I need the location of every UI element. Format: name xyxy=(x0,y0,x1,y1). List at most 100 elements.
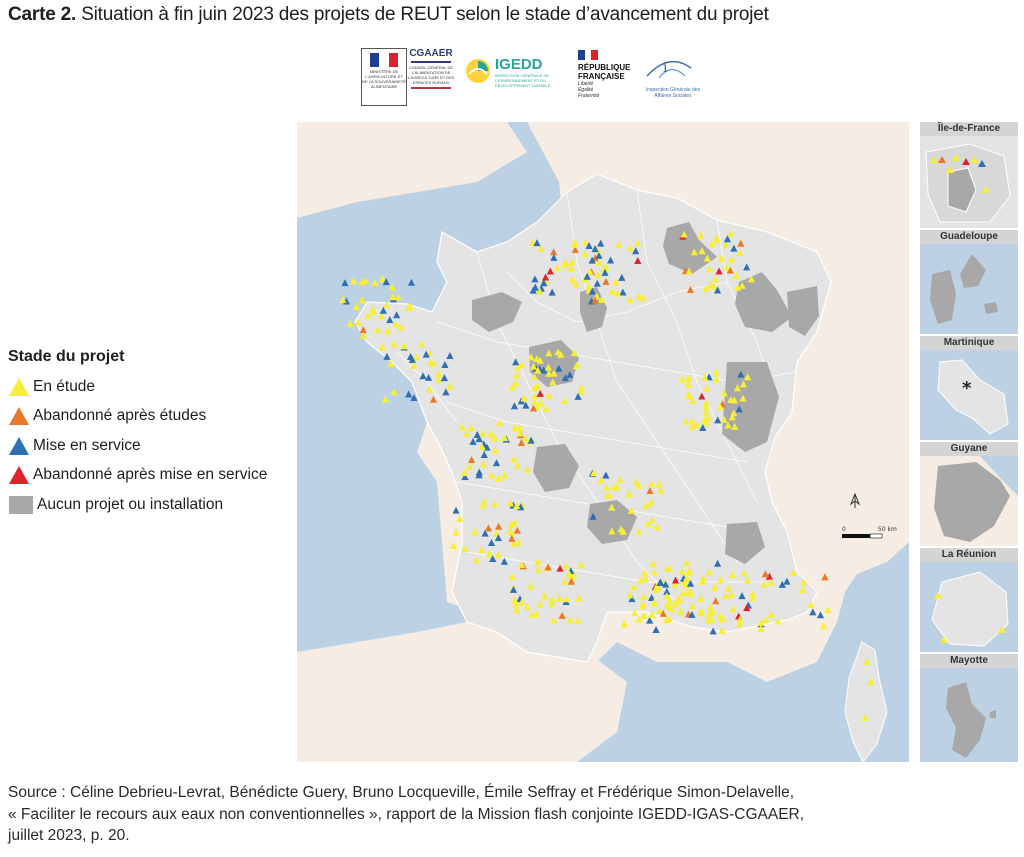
project-marker xyxy=(591,296,599,304)
project-marker xyxy=(613,483,621,491)
project-marker xyxy=(628,595,636,603)
project-marker xyxy=(577,383,586,391)
legend-label: Abandonné après études xyxy=(33,407,207,425)
project-marker xyxy=(536,389,544,397)
project-marker xyxy=(686,579,695,587)
project-marker xyxy=(542,405,550,413)
project-marker xyxy=(382,278,390,286)
project-marker xyxy=(441,360,449,368)
project-marker xyxy=(513,526,521,534)
project-marker xyxy=(630,609,639,617)
project-marker xyxy=(809,608,817,616)
project-marker xyxy=(406,302,414,310)
project-marker xyxy=(501,471,509,479)
project-marker xyxy=(602,471,610,479)
legend-item-aucun-projet: Aucun projet ou installation xyxy=(8,490,298,520)
project-marker xyxy=(422,350,430,358)
yellow-triangle-icon xyxy=(9,377,29,396)
project-marker xyxy=(500,557,508,565)
project-marker xyxy=(484,524,493,532)
project-marker xyxy=(534,366,542,374)
project-marker xyxy=(724,421,732,429)
project-marker xyxy=(650,568,658,576)
inset-la-reunion: La Réunion xyxy=(920,548,1018,652)
project-marker xyxy=(634,238,642,246)
project-marker xyxy=(389,293,397,301)
project-marker xyxy=(648,594,656,602)
map-markers xyxy=(339,229,875,721)
project-marker xyxy=(706,265,714,273)
project-marker xyxy=(510,455,518,463)
project-marker xyxy=(642,502,650,510)
project-marker xyxy=(605,491,613,499)
project-marker xyxy=(760,580,768,588)
grey-department xyxy=(787,286,819,336)
partner-logos: MINISTÈRE DE L'AGRICULTURE ET DE LA SOUV… xyxy=(355,46,715,108)
scale-bar: 0 50 km xyxy=(842,526,897,539)
project-marker xyxy=(410,361,418,369)
project-marker xyxy=(762,615,770,623)
grey-square-icon xyxy=(9,495,33,514)
project-marker xyxy=(656,578,664,586)
project-marker xyxy=(657,486,665,494)
project-marker xyxy=(718,254,726,262)
project-marker xyxy=(495,474,503,482)
orange-triangle-icon xyxy=(9,407,29,426)
project-marker xyxy=(494,550,502,558)
spain-coast xyxy=(297,622,627,762)
project-marker xyxy=(507,521,515,529)
project-marker xyxy=(783,577,791,585)
project-marker xyxy=(800,578,808,586)
scale-zero: 0 xyxy=(842,526,846,533)
title-lead: Carte 2. xyxy=(8,4,77,25)
project-marker xyxy=(541,273,550,281)
project-marker xyxy=(577,387,586,395)
project-marker xyxy=(377,312,386,320)
project-marker xyxy=(635,615,643,623)
project-marker xyxy=(747,275,756,283)
project-marker xyxy=(824,606,832,614)
project-marker xyxy=(703,384,711,392)
project-marker xyxy=(697,594,705,602)
grey-department xyxy=(472,292,522,332)
project-marker xyxy=(713,286,722,294)
project-marker xyxy=(861,714,869,721)
grey-department xyxy=(725,522,765,564)
project-marker xyxy=(477,546,486,554)
project-marker xyxy=(728,570,736,578)
inset-guadeloupe: Guadeloupe xyxy=(920,230,1018,334)
project-marker xyxy=(757,619,765,627)
project-marker xyxy=(489,554,497,562)
project-marker xyxy=(757,624,765,632)
project-marker xyxy=(705,373,713,381)
project-marker xyxy=(583,272,591,280)
project-marker xyxy=(510,539,518,547)
project-marker xyxy=(684,381,692,389)
project-marker xyxy=(821,573,829,581)
cgaaer-subtitle: CONSEIL GÉNÉRAL DE L'ALIMENTATION DE L'A… xyxy=(407,65,455,85)
project-marker xyxy=(697,607,706,615)
project-marker xyxy=(449,541,457,549)
project-marker xyxy=(393,311,401,319)
project-marker xyxy=(635,527,643,535)
marianne-flag-icon xyxy=(578,50,599,60)
legend-label: Aucun projet ou installation xyxy=(37,495,224,513)
project-marker xyxy=(617,525,625,533)
project-marker xyxy=(379,306,387,314)
project-marker xyxy=(721,240,730,248)
project-marker xyxy=(512,358,520,366)
project-marker xyxy=(473,431,481,439)
project-marker xyxy=(520,394,528,402)
project-marker xyxy=(716,403,724,411)
project-marker xyxy=(655,606,664,614)
igas-emblem-icon: i xyxy=(646,60,692,79)
igas-logo: i Inspection Générale des Affaires Socia… xyxy=(639,48,707,104)
project-marker xyxy=(534,558,542,566)
project-marker xyxy=(662,616,671,624)
project-marker xyxy=(682,417,690,425)
project-marker xyxy=(537,244,545,252)
project-marker xyxy=(738,281,746,289)
project-marker xyxy=(540,592,548,600)
project-marker xyxy=(650,597,659,605)
project-marker xyxy=(774,617,782,625)
